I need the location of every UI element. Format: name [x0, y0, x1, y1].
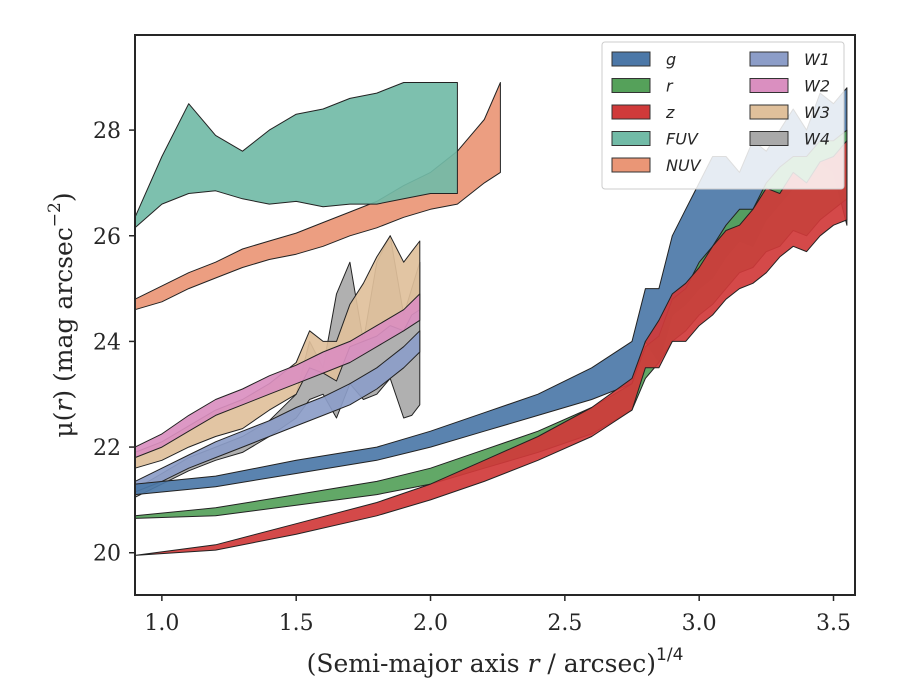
band-z: [134, 140, 848, 556]
x-tick-label: 1.0: [144, 611, 179, 636]
legend-swatch-nuv: [611, 157, 651, 173]
axes-frame: [134, 34, 856, 596]
profile-bands: [134, 82, 848, 556]
x-tick-label: 3.5: [816, 611, 851, 636]
legend-swatch-z: [611, 104, 651, 120]
legend-label-z: z: [665, 103, 675, 122]
legend-swatch-fuv: [611, 131, 651, 146]
legend: grz FUV NUV W1 W2 W3 W4: [601, 41, 845, 190]
y-tick-label: 26: [93, 225, 121, 250]
legend-swatch-w2: [749, 78, 789, 93]
x-tick-label: 2.5: [547, 611, 582, 636]
x-tick-label: 3.0: [682, 611, 717, 636]
legend-label-w3: W3: [804, 103, 830, 122]
x-tick-label: 1.5: [279, 611, 314, 636]
legend-label-w2: W2: [804, 77, 830, 96]
x-axis-label: (Semi-major axis r / arcsec)1/4: [307, 645, 684, 678]
y-tick-label: 20: [93, 542, 121, 567]
legend-swatch-w1: [749, 51, 789, 67]
legend-swatch-r: [611, 78, 651, 93]
legend-label-g: g: [666, 50, 676, 69]
y-tick-label: 28: [93, 119, 121, 144]
band-nuv: [134, 82, 501, 311]
legend-label-r: r: [666, 77, 674, 96]
x-tick-label: 2.0: [413, 611, 448, 636]
y-tick-label: 24: [93, 330, 121, 355]
y-axis-label: μ(r) (mag arcsec−2): [45, 192, 78, 437]
legend-label-w4: W4: [804, 130, 830, 149]
legend-swatch-w4: [749, 131, 789, 146]
x-axis-ticks: 1.0 1.5 2.0 2.5 3.0 3.5: [144, 595, 851, 636]
band-w1: [134, 330, 421, 493]
legend-label-nuv: NUV: [666, 156, 702, 175]
legend-label-fuv: FUV: [666, 130, 699, 149]
legend-swatch-w3: [749, 104, 789, 120]
band-w2: [134, 293, 421, 459]
y-tick-label: 22: [93, 436, 121, 461]
legend-label-w1: W1: [804, 50, 830, 69]
y-axis-ticks: 20 22 24 26 28: [93, 119, 135, 567]
legend-swatch-g: [611, 51, 651, 67]
band-fuv: [134, 82, 458, 229]
